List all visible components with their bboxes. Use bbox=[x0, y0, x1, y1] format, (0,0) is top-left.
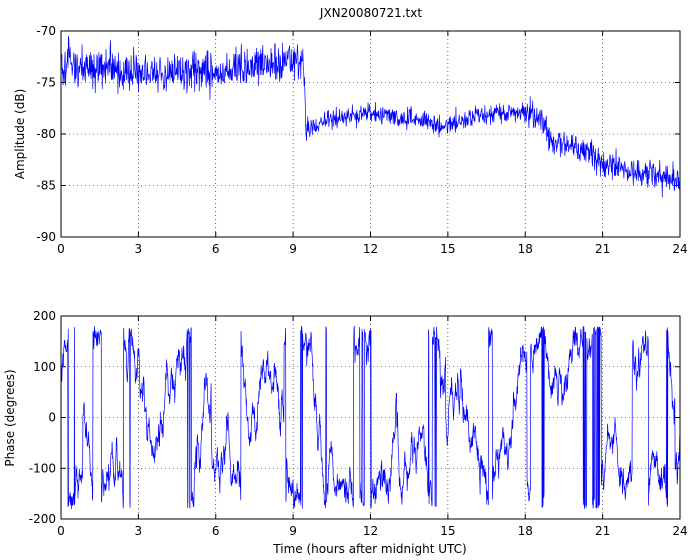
amplitude-x-tick-label: 6 bbox=[212, 242, 220, 256]
amplitude-x-tick-label: 15 bbox=[440, 242, 455, 256]
amplitude-panel: 0 3 6 9 12 15 18 21 24 -90 -85 -80 -75 -70 Amplitude… bbox=[13, 24, 688, 256]
amplitude-plot-border bbox=[60, 30, 681, 238]
phase-series-line bbox=[60, 325, 681, 510]
phase-x-tick-label: 18 bbox=[518, 524, 533, 538]
amplitude-y-tick-labels: -90 -85 -80 -75 -70 bbox=[36, 24, 56, 244]
amplitude-x-tick-label: 18 bbox=[518, 242, 533, 256]
amplitude-y-axis-title: Amplitude (dB) bbox=[13, 89, 27, 180]
phase-x-axis-title: Time (hours after midnight UTC) bbox=[272, 542, 466, 556]
amplitude-y-tick-label: -85 bbox=[36, 179, 56, 193]
phase-x-tick-label: 15 bbox=[440, 524, 455, 538]
phase-x-tick-label: 12 bbox=[363, 524, 378, 538]
amplitude-y-tick-label: -80 bbox=[36, 127, 56, 141]
amplitude-y-tick-label: -70 bbox=[36, 24, 56, 38]
amplitude-x-tick-label: 24 bbox=[672, 242, 687, 256]
amplitude-x-tick-label: 3 bbox=[135, 242, 143, 256]
chart-title: JXN20080721.txt bbox=[319, 6, 422, 20]
phase-x-tick-label: 6 bbox=[212, 524, 220, 538]
phase-x-tick-label: 0 bbox=[57, 524, 65, 538]
phase-y-axis-title: Phase (degrees) bbox=[3, 369, 17, 466]
amplitude-plot-frame bbox=[60, 30, 681, 238]
amplitude-x-tick-label: 0 bbox=[57, 242, 65, 256]
phase-x-tick-label: 24 bbox=[672, 524, 687, 538]
amplitude-x-tick-label: 12 bbox=[363, 242, 378, 256]
amplitude-x-tick-label: 21 bbox=[595, 242, 610, 256]
phase-x-tick-label: 21 bbox=[595, 524, 610, 538]
amplitude-x-tick-labels: 0 3 6 9 12 15 18 21 24 bbox=[57, 242, 687, 256]
phase-y-tick-label: -100 bbox=[29, 461, 56, 475]
phase-y-tick-labels: -200 -100 0 100 200 bbox=[29, 309, 56, 526]
phase-x-tick-label: 9 bbox=[289, 524, 297, 538]
phase-y-tick-label: 200 bbox=[33, 309, 56, 323]
phase-x-tick-label: 3 bbox=[135, 524, 143, 538]
phase-y-tick-label: 0 bbox=[48, 411, 56, 425]
amplitude-x-tick-label: 9 bbox=[289, 242, 297, 256]
phase-panel: 0 3 6 9 12 15 18 21 24 -200 -100 0 100 200 Phase (de… bbox=[3, 309, 688, 556]
phase-plot-border bbox=[60, 315, 681, 520]
amplitude-y-tick-label: -90 bbox=[36, 230, 56, 244]
phase-x-tick-labels: 0 3 6 9 12 15 18 21 24 bbox=[57, 524, 687, 538]
phase-y-tick-label: -200 bbox=[29, 512, 56, 526]
phase-y-tick-label: 100 bbox=[33, 360, 56, 374]
amplitude-series-line bbox=[60, 35, 681, 198]
amplitude-y-tick-label: -75 bbox=[36, 76, 56, 90]
